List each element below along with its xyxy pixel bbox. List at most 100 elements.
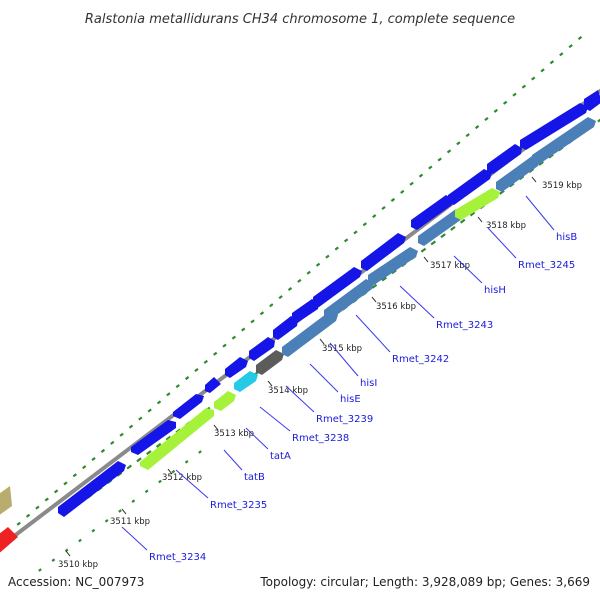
gene-label[interactable]: Rmet_3245 [518,260,575,271]
lime-feature[interactable] [140,408,214,470]
steelblue-feature[interactable] [368,247,418,285]
gray-feature[interactable] [256,350,284,375]
gene-arrow[interactable] [131,420,176,455]
gc-tick [577,35,583,41]
gc-tick [171,469,176,474]
gc-tick [91,528,96,533]
gene-arrow[interactable] [58,461,126,517]
kbp-tick [371,296,377,303]
gc-tick [63,481,68,486]
gene-arrow[interactable] [173,394,204,419]
gc-tick [503,100,508,105]
gc-tick [147,408,152,413]
steelblue-feature[interactable] [324,279,374,320]
gc-tick [430,240,437,246]
gc-tick [131,499,136,503]
cyan-feature[interactable] [234,371,258,392]
gene-label[interactable]: Rmet_3235 [210,500,267,511]
gc-tick [155,442,162,448]
gc-tick [110,440,115,445]
gene-label[interactable]: hisI [360,378,377,389]
gc-tick [437,157,442,162]
gene-label[interactable]: tatA [270,451,291,462]
gc-tick [343,238,349,243]
gene-arrow[interactable] [292,299,319,323]
gene-arrow[interactable] [361,233,406,271]
kbp-tick-label: 3512 kbp [162,473,202,483]
gc-tick [16,521,21,526]
gc-tick [381,276,387,282]
gc-tick [474,125,480,130]
gene-label[interactable]: Rmet_3234 [149,552,206,563]
gc-tick [559,52,564,57]
kbp-tick [423,256,429,263]
gene-arrow[interactable] [520,103,588,150]
gene-arrow[interactable] [249,337,275,361]
kbp-tick-label: 3518 kbp [486,221,526,231]
gc-tick [381,206,386,211]
gene-arrow[interactable] [487,144,522,174]
gc-tick [118,509,122,513]
gene-label[interactable]: hisE [340,394,361,405]
gc-tick [198,450,202,454]
gene-label[interactable]: Rmet_3238 [292,433,349,444]
gc-tick [371,283,378,289]
gc-tick [165,435,172,441]
gc-tick [35,505,40,510]
gc-tick [450,226,456,231]
gc-tick [499,189,505,195]
gc-tick [549,60,555,65]
gc-tick [158,479,162,484]
gc-tick [184,376,190,381]
gc-tick [465,133,470,138]
gc-tick [521,84,527,89]
gene-label[interactable]: hisH [484,285,506,296]
gene-arrow[interactable] [313,267,362,307]
reverse-strand-features [140,117,596,470]
gene-label-leader [309,363,339,393]
gene-label[interactable]: Rmet_3239 [316,414,373,425]
gc-tick [315,262,321,267]
red-feature[interactable] [0,527,18,556]
gc-tick [184,460,189,464]
tan-feature[interactable] [0,486,12,516]
genome-summary-text: Topology: circular; Length: 3,928,089 bp… [259,575,590,589]
gc-tick [72,473,77,478]
gene-label-leader [329,342,359,377]
gene-label[interactable]: Rmet_3243 [436,320,493,331]
steelblue-feature[interactable] [532,117,596,165]
gene-label-leader [453,255,483,284]
gene-arrow[interactable] [273,316,298,340]
steelblue-feature[interactable] [418,209,464,246]
gc-tick [222,343,227,348]
lime-feature[interactable] [214,391,236,411]
gene-arrow[interactable] [411,195,453,230]
gc-tick [64,548,69,553]
gc-tick [391,269,397,275]
gc-tick [146,450,152,456]
gene-arrow[interactable] [225,357,248,378]
gc-tick [440,233,446,239]
gene-label[interactable]: hisB [556,232,577,243]
gc-tick [484,116,489,121]
gene-arrow[interactable] [448,169,492,205]
kbp-tick-label: 3516 kbp [376,302,416,312]
gc-tick [259,311,265,316]
gene-label-leader [259,406,291,432]
gene-label[interactable]: tatB [244,472,265,483]
steelblue-feature[interactable] [282,311,338,357]
gene-arrow[interactable] [205,377,221,393]
kbp-tick-label: 3517 kbp [430,261,470,271]
gc-tick [409,181,414,186]
gc-tick [136,457,142,463]
gene-arrow[interactable] [584,90,600,111]
accession-text: Accession: NC_007973 [8,575,144,589]
gc-tick [78,538,82,543]
steelblue-feature[interactable] [496,156,540,192]
gene-label-leader [399,285,435,319]
gene-label[interactable]: Rmet_3242 [392,354,449,365]
gc-tick [166,392,171,397]
gc-tick [531,76,536,81]
gc-tick [459,218,466,224]
lime-feature[interactable] [455,188,500,220]
